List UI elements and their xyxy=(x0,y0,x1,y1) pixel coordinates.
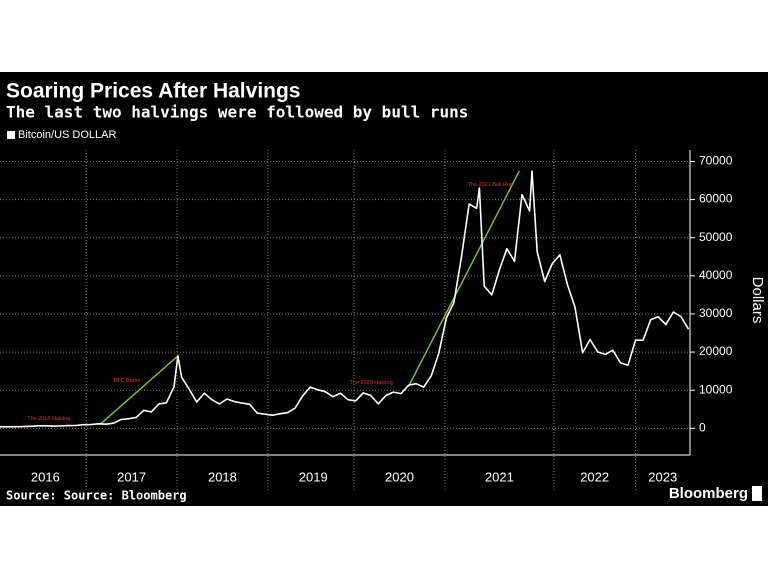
legend-label: Bitcoin/US DOLLAR xyxy=(18,129,116,141)
y-tick-label: 60000 xyxy=(699,192,733,206)
y-tick-label: 30000 xyxy=(699,306,733,320)
x-tick-label: 2016 xyxy=(31,469,60,484)
x-tick-label: 2018 xyxy=(208,469,237,484)
legend-swatch xyxy=(7,131,15,139)
brand: Bloomberg xyxy=(669,485,748,502)
panel xyxy=(0,72,768,506)
x-tick-label: 2017 xyxy=(117,469,146,484)
annotation: The 2016 Halving xyxy=(27,416,70,422)
x-tick-label: 2023 xyxy=(648,469,677,484)
y-tick-label: 50000 xyxy=(699,230,733,244)
annotation: The 2020 Halving xyxy=(350,380,393,386)
chart-title: Soaring Prices After Halvings xyxy=(6,80,300,103)
price-line xyxy=(0,170,690,428)
x-tick-label: 2020 xyxy=(385,469,414,484)
chart-subtitle: The last two halvings were followed by b… xyxy=(6,103,468,122)
trend-line xyxy=(99,355,179,426)
y-tick-label: 40000 xyxy=(699,268,733,282)
source: Source: Source: Bloomberg xyxy=(6,489,187,503)
brand-icon xyxy=(752,486,762,501)
trend-line xyxy=(407,170,520,387)
y-tick-label: 70000 xyxy=(699,154,733,168)
annotation: BTC Boom xyxy=(113,378,140,384)
x-tick-label: 2022 xyxy=(580,469,609,484)
annotation: The 2021 Bull Run xyxy=(468,182,514,188)
x-tick-label: 2021 xyxy=(485,469,514,484)
y-tick-label: 10000 xyxy=(699,382,733,396)
y-axis-label: Dollars xyxy=(749,277,766,324)
y-tick-label: 20000 xyxy=(699,344,733,358)
x-tick-label: 2019 xyxy=(299,469,328,484)
y-tick-label: 0 xyxy=(699,420,706,434)
